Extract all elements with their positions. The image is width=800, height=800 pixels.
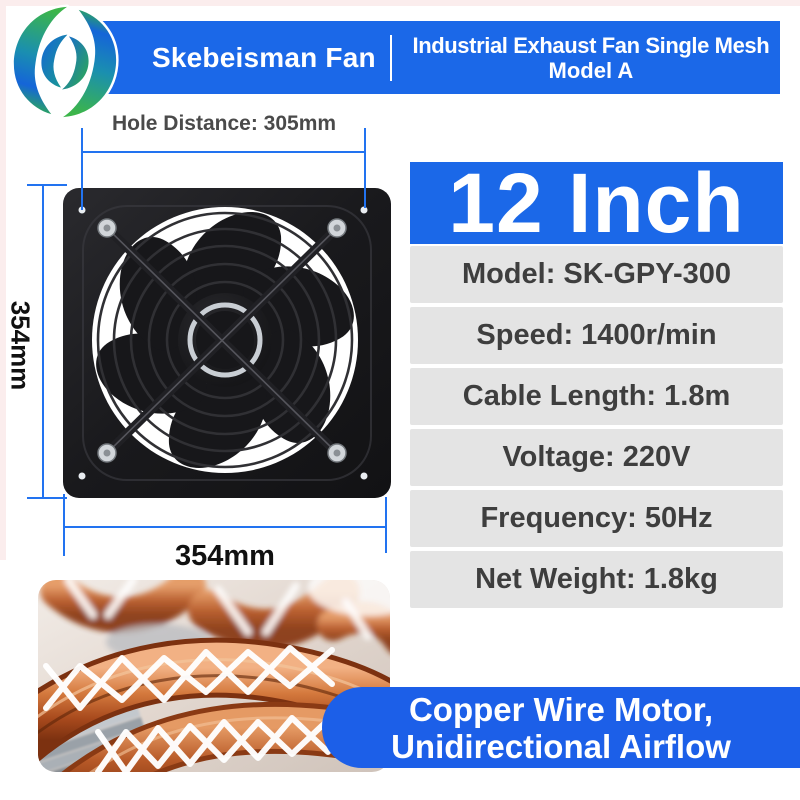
spec-row-cable-length: Cable Length: 1.8m bbox=[410, 368, 783, 425]
fan-swirl-logo-icon bbox=[11, 4, 119, 120]
left-edge-fringe bbox=[0, 0, 6, 560]
feature-line1: Copper Wire Motor, bbox=[408, 690, 714, 728]
spec-row-net-weight: Net Weight: 1.8kg bbox=[410, 551, 783, 608]
product-title: Industrial Exhaust Fan Single Mesh Model… bbox=[402, 33, 780, 83]
product-title-line1: Industrial Exhaust Fan Single Mesh bbox=[412, 32, 770, 58]
size-badge: 12 Inch bbox=[410, 156, 783, 250]
spec-row-model: Model: SK-GPY-300 bbox=[410, 246, 783, 303]
product-title-line2: Model A bbox=[548, 57, 634, 83]
dimension-tick bbox=[27, 497, 67, 499]
spec-list: Model: SK-GPY-300 Speed: 1400r/min Cable… bbox=[410, 246, 783, 608]
brand-name: Skebeisman Fan bbox=[152, 41, 376, 73]
dimension-tick bbox=[385, 497, 387, 553]
dimension-line-width bbox=[64, 526, 386, 528]
exhaust-fan-image bbox=[63, 188, 391, 498]
spec-row-frequency: Frequency: 50Hz bbox=[410, 490, 783, 547]
height-label: 354mm bbox=[5, 300, 36, 391]
feature-banner: Copper Wire Motor, Unidirectional Airflo… bbox=[322, 687, 800, 768]
header-divider-bar bbox=[389, 34, 392, 81]
dimension-line-height bbox=[42, 185, 44, 499]
spec-row-voltage: Voltage: 220V bbox=[410, 429, 783, 486]
top-edge-fringe bbox=[0, 0, 800, 6]
dimension-drop-left bbox=[81, 128, 83, 210]
width-label: 354mm bbox=[175, 540, 275, 572]
spec-row-speed: Speed: 1400r/min bbox=[410, 307, 783, 364]
dimension-line-hole bbox=[82, 151, 366, 153]
dimension-drop-right bbox=[364, 128, 366, 208]
dimension-tick bbox=[27, 184, 67, 186]
header-banner: Skebeisman Fan Industrial Exhaust Fan Si… bbox=[100, 21, 780, 94]
hole-distance-label: Hole Distance: 305mm bbox=[111, 112, 337, 135]
feature-line2: Unidirectional Airflow bbox=[391, 727, 731, 765]
dimension-tick bbox=[63, 494, 65, 556]
